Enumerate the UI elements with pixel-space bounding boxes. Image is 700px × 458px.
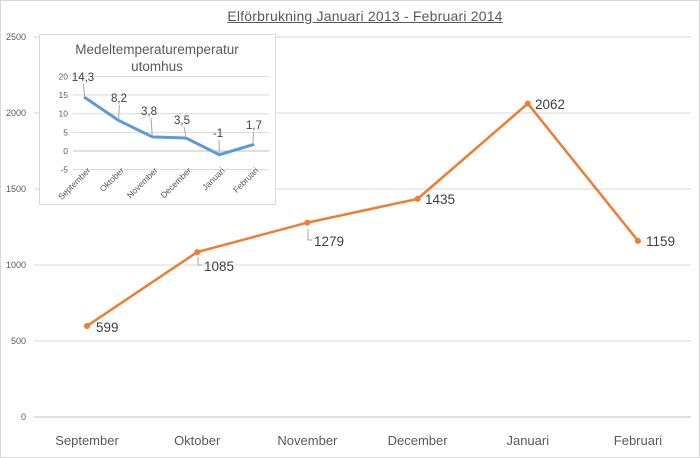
x-axis-category-label: November xyxy=(125,165,160,200)
y-axis-tick-label: 0 xyxy=(21,412,26,422)
y-axis-tick-label: 500 xyxy=(11,336,26,346)
x-axis-category-label: Oktober xyxy=(174,433,221,448)
data-point-label: 14,3 xyxy=(72,72,94,84)
y-axis-tick-label: 1500 xyxy=(6,184,26,194)
y-axis-tick-label: 15 xyxy=(59,90,69,100)
y-axis-tick-label: 10 xyxy=(59,109,69,119)
data-point-marker xyxy=(194,249,201,256)
data-point-marker xyxy=(414,195,421,202)
x-axis-category-label: Januari xyxy=(506,433,549,448)
y-axis-tick-label: 2000 xyxy=(6,108,26,118)
data-point-marker xyxy=(304,219,311,226)
x-axis-category-label: December xyxy=(388,433,449,448)
data-point-label: 3,8 xyxy=(141,106,157,118)
y-axis-tick-label: 5 xyxy=(63,127,68,137)
x-axis-category-label: December xyxy=(158,165,193,200)
data-point-marker xyxy=(635,237,641,244)
data-label-leader-line xyxy=(183,126,187,137)
data-label-leader-line xyxy=(252,131,254,144)
data-label-leader-line xyxy=(150,117,153,136)
data-point-label: 599 xyxy=(96,320,119,335)
y-axis-tick-label: 2500 xyxy=(6,32,26,42)
data-point-marker xyxy=(524,100,531,107)
data-label-leader-line xyxy=(307,229,312,241)
consumption-series-line xyxy=(85,102,640,328)
data-point-label: 2062 xyxy=(535,97,565,112)
data-point-label: 1279 xyxy=(314,234,344,249)
x-axis-category-label: September xyxy=(55,433,119,448)
y-axis-tick-label: 20 xyxy=(59,71,69,81)
data-label-leader-line xyxy=(118,104,120,119)
data-point-label: -1 xyxy=(213,128,223,140)
data-point-label: 3,5 xyxy=(174,115,190,127)
y-axis-tick-label: 1000 xyxy=(6,260,26,270)
x-axis-category-label: Februari xyxy=(614,433,663,448)
y-axis-tick-label: -5 xyxy=(60,165,68,175)
data-point-label: 8,2 xyxy=(111,93,127,105)
data-point-label: 1,7 xyxy=(246,120,262,132)
data-point-label: 1085 xyxy=(204,259,234,274)
data-point-marker xyxy=(84,322,90,329)
data-label-leader-line xyxy=(197,257,202,266)
inset-chart-title-line: utomhus xyxy=(131,59,183,74)
data-label-leader-line xyxy=(83,83,85,97)
chart-title: Elförbrukning Januari 2013 - Februari 20… xyxy=(227,8,503,24)
y-axis-tick-label: 0 xyxy=(63,146,68,156)
data-point-label: 1159 xyxy=(646,234,675,249)
temperature-inset-box[interactable]: -5 0 5 10 15 20 September Oktober November Decemb… xyxy=(39,34,276,205)
data-point-label: 1435 xyxy=(425,192,455,207)
temperature-inset-series-line xyxy=(83,96,255,157)
x-axis-category-label: November xyxy=(277,433,338,448)
inset-chart-title-line: Medeltemperaturemperatur xyxy=(75,42,239,57)
